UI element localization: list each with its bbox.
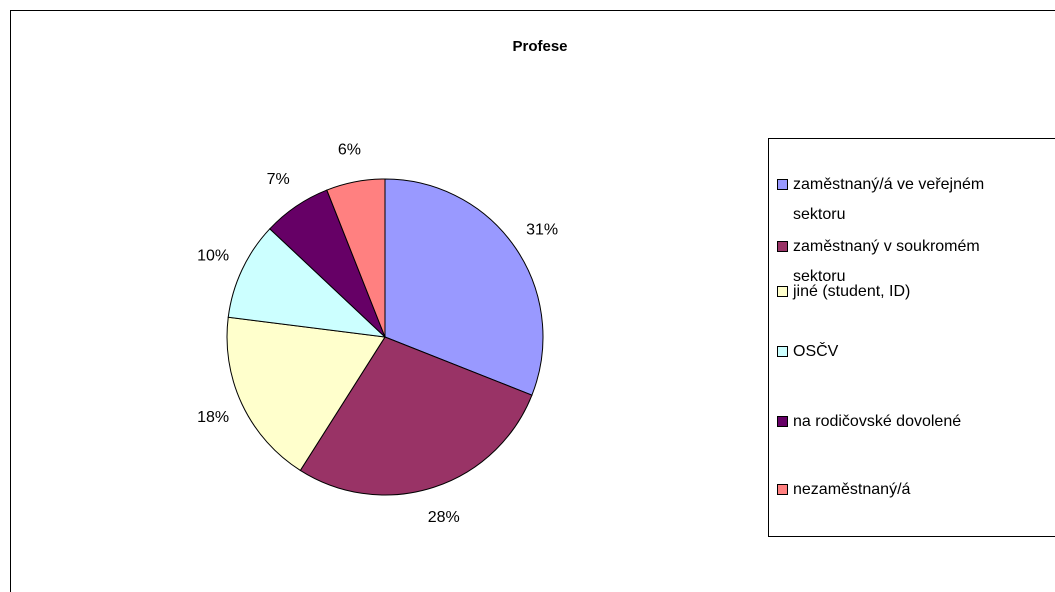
data-label: 7% [267, 171, 290, 188]
legend-label: na rodičovské dovolené [793, 413, 961, 430]
legend-swatch [777, 241, 788, 252]
legend-swatch [777, 416, 788, 427]
data-label: 18% [197, 409, 229, 426]
pie-slice [326, 178, 386, 338]
data-label: 28% [428, 509, 460, 526]
data-label: 31% [526, 221, 558, 238]
legend-label: jiné (student, ID) [792, 283, 910, 300]
data-label: 6% [338, 142, 361, 159]
pie-slice [384, 178, 544, 396]
legend-swatch [777, 286, 788, 297]
pie-slice [227, 228, 387, 338]
legend-swatch [777, 484, 788, 495]
legend-label: zaměstnaný/á ve veřejném sektoru [793, 176, 984, 223]
legend-label: zaměstnaný v soukromém sektoru [793, 238, 980, 285]
legend-box [768, 138, 1055, 537]
data-label: 10% [197, 247, 229, 264]
legend-label: OSČV [793, 341, 839, 360]
legend-swatch [777, 179, 788, 190]
legend-label: nezaměstnaný/á [793, 481, 911, 498]
legend-swatch [777, 346, 788, 357]
chart-title: Profese [512, 38, 567, 55]
pie-slice [299, 336, 533, 496]
pie-slice [226, 316, 386, 472]
chart-border [10, 10, 1055, 592]
